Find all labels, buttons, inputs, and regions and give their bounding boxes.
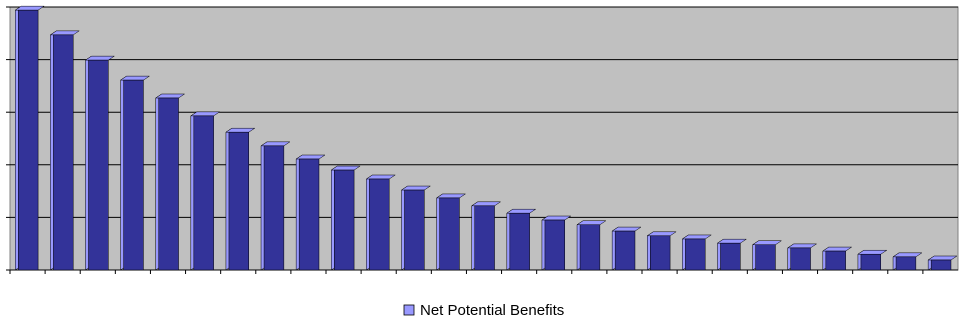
bar [579, 224, 601, 271]
bar [18, 9, 39, 271]
bar [53, 34, 74, 271]
bar [685, 238, 706, 271]
bar [474, 205, 495, 271]
bar [720, 242, 741, 271]
bar [614, 230, 636, 271]
bar [825, 250, 846, 271]
bar [88, 59, 109, 271]
bar [650, 235, 671, 271]
bar [158, 97, 179, 271]
bar [895, 256, 917, 271]
bar [369, 178, 390, 271]
bar [123, 79, 144, 271]
bar [263, 145, 285, 271]
bar [790, 247, 811, 271]
bar [228, 131, 250, 271]
bar [404, 189, 425, 271]
bar [509, 212, 530, 271]
bar [930, 259, 952, 271]
legend-swatch [403, 304, 415, 316]
bar [298, 158, 320, 271]
bar [544, 219, 566, 271]
bar [860, 253, 882, 271]
bar [439, 197, 460, 271]
bar [193, 115, 214, 271]
bar [755, 244, 776, 271]
bar [334, 169, 355, 271]
legend-label: Net Potential Benefits [420, 302, 564, 319]
